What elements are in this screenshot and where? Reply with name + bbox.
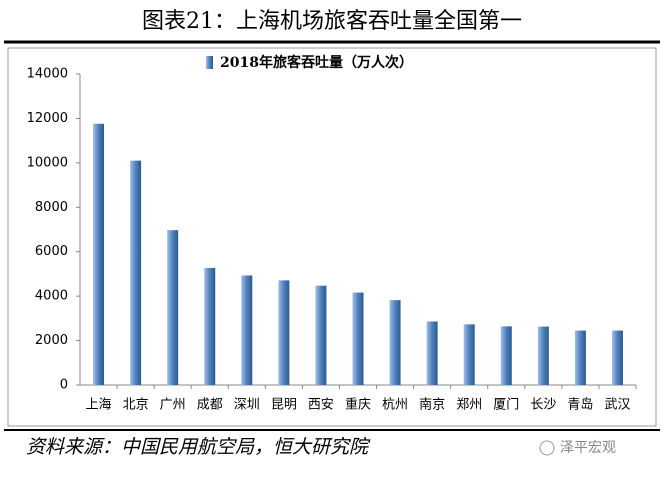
x-tick-label: 昆明	[271, 398, 297, 413]
x-tick-label: 厦门	[493, 398, 519, 413]
x-tick-label: 北京	[123, 398, 149, 413]
x-tick-label: 青岛	[567, 397, 593, 413]
bar	[389, 300, 401, 385]
source-note: 资料来源：中国民用航空局，恒大研究院	[26, 436, 371, 458]
y-tick-label: 2000	[35, 333, 68, 348]
watermark-icon	[539, 440, 555, 456]
x-tick-label: 武汉	[604, 398, 630, 413]
x-tick-label: 深圳	[234, 398, 260, 413]
watermark: 泽平宏观	[560, 440, 616, 456]
y-tick-label: 12000	[27, 111, 68, 126]
bar	[500, 326, 512, 385]
bar	[574, 330, 586, 385]
legend-swatch	[206, 56, 213, 69]
y-tick-label: 10000	[27, 155, 68, 170]
bar	[278, 280, 290, 385]
x-tick-label: 广州	[160, 398, 186, 413]
bar	[93, 123, 105, 385]
bar	[130, 160, 142, 385]
bar	[352, 292, 364, 385]
x-tick-label: 郑州	[456, 398, 482, 413]
chart-frame	[7, 47, 657, 427]
x-tick-label: 西安	[308, 398, 334, 413]
y-tick-label: 14000	[27, 67, 68, 82]
x-tick-label: 上海	[86, 398, 112, 413]
page-title: 图表21：上海机场旅客吞吐量全国第一	[142, 9, 522, 34]
y-tick-label: 6000	[35, 244, 68, 259]
bar	[167, 230, 179, 385]
x-tick-label: 杭州	[382, 398, 408, 413]
x-tick-label: 重庆	[345, 397, 371, 413]
y-tick-label: 8000	[35, 200, 68, 215]
bar	[204, 267, 216, 385]
y-tick-label: 4000	[35, 289, 68, 304]
legend-label: 2018年旅客吞吐量（万人次）	[220, 54, 413, 71]
plot: 0 2000 4000 6000 8000 10000 12000 14000 2018年旅客吞…	[27, 54, 637, 413]
x-tick-label: 长沙	[530, 398, 556, 413]
x-tick-label: 成都	[197, 398, 223, 413]
bar	[611, 330, 623, 385]
bar	[241, 275, 253, 385]
bar	[537, 326, 549, 385]
y-tick-label: 0	[60, 378, 68, 393]
bar	[315, 285, 327, 385]
bar	[463, 324, 475, 385]
bar	[426, 321, 438, 385]
x-tick-label: 南京	[419, 397, 445, 413]
